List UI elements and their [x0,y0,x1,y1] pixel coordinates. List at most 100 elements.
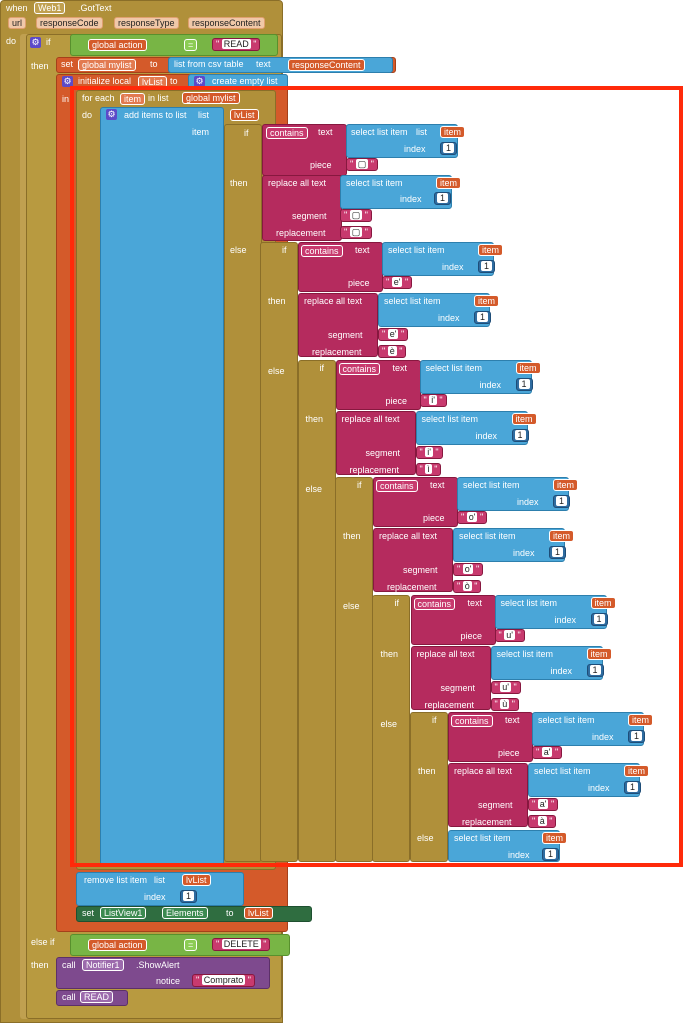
replacement-label: replacement [424,699,475,710]
select-list-item-block[interactable] [457,477,569,511]
index-label: index [513,548,535,558]
operator-dropdown[interactable]: = [184,939,198,951]
get-item[interactable]: item [586,647,612,660]
if-label: if [432,715,437,725]
get-item[interactable]: item [511,412,537,425]
then-label: then [31,960,49,970]
if-label: if [282,245,287,255]
select-list-item-block[interactable] [419,359,532,394]
param-responsetype[interactable]: responseType [114,17,179,29]
contains-dropdown[interactable]: contains [301,245,343,257]
replace-label: replace all text [379,531,438,541]
if-chain-2[interactable] [260,242,298,862]
contains-dropdown[interactable]: contains [376,480,418,492]
get-item[interactable]: item [553,479,579,491]
get-lvlist[interactable]: lvList [244,907,273,919]
select-list-item-block[interactable] [415,410,528,445]
else-label: else [268,366,285,376]
call-label: call [62,960,76,970]
replacement-string: " ù " [490,697,519,711]
get-item[interactable]: item [549,530,575,542]
index-number: 1 [440,142,458,155]
then-label: then [305,413,324,424]
param-responsecode[interactable]: responseCode [36,17,103,29]
get-item[interactable]: item [440,126,466,138]
add-items-block[interactable] [100,107,224,865]
component-dropdown[interactable]: Web1 [34,2,66,14]
read-procedure-dropdown[interactable]: READ [80,991,114,1003]
if-chain-5[interactable] [372,595,410,862]
then-label: then [31,61,49,71]
replace-all-block[interactable] [298,293,378,357]
var-item[interactable]: item [120,93,146,105]
replace-all-block[interactable] [410,645,491,710]
if-chain-3[interactable] [298,360,336,862]
notifier-dropdown[interactable]: Notifier1 [82,959,124,971]
if-chain-6[interactable] [410,712,448,862]
contains-dropdown[interactable]: contains [266,127,308,139]
select-list-item-block[interactable] [490,645,603,680]
piece-string: " e' " [382,276,413,289]
get-item[interactable]: item [590,596,616,609]
replace-all-block[interactable] [448,763,528,827]
get-item[interactable]: item [478,244,504,256]
select-list-item-block[interactable] [378,293,490,327]
get-item[interactable]: item [474,295,500,307]
piece-label: piece [310,160,332,170]
select-list-item-block[interactable] [532,712,644,746]
select-list-item-block[interactable] [382,242,494,276]
select-list-item-block[interactable] [494,594,607,629]
if-label: if [244,128,249,138]
get-global-action[interactable]: global action [88,939,147,951]
select-list-item-block[interactable] [453,528,565,562]
index-label: index [442,262,464,272]
operator-dropdown[interactable]: = [184,39,198,51]
remove-list-item-block[interactable] [76,872,244,906]
replace-all-block[interactable] [262,175,342,241]
when-label: when [6,3,28,13]
select-list-item-block[interactable] [340,175,452,209]
get-global-mylist[interactable]: global mylist [182,92,240,104]
param-responsecontent[interactable]: responseContent [188,17,265,29]
gear-icon[interactable]: ⚙ [62,76,73,87]
contains-dropdown[interactable]: contains [451,715,493,727]
contains-dropdown[interactable]: contains [338,362,381,375]
replace-all-block[interactable] [335,410,416,475]
if-chain-1[interactable] [224,124,262,862]
get-item[interactable]: item [436,177,462,189]
gear-icon[interactable]: ⚙ [194,76,205,87]
contains-dropdown[interactable]: contains [413,597,456,610]
text-label: text [392,362,408,373]
var-global-mylist[interactable]: global mylist [78,59,136,71]
get-item[interactable]: item [542,832,568,844]
else-label: else [343,601,360,611]
get-lvlist[interactable]: lvList [182,874,211,886]
csv-label: list from csv table [174,59,244,69]
gear-icon[interactable]: ⚙ [30,37,41,48]
select-list-item-block[interactable] [448,830,560,862]
get-item[interactable]: item [515,361,541,374]
text-label: text [318,127,333,137]
select-list-item-block[interactable] [346,124,458,158]
selection-highlight [70,86,683,867]
select-label: select list item [500,597,558,608]
replacement-string: " ò " [453,580,482,593]
index-label: index [404,144,426,154]
param-url[interactable]: url [8,17,27,29]
set-label: set [82,908,95,918]
get-responsecontent[interactable]: responseContent [288,59,365,71]
then-label: then [230,178,248,188]
index-number: 1 [624,781,642,794]
gear-icon[interactable]: ⚙ [106,109,117,120]
property-dropdown[interactable]: Elements [162,907,208,919]
get-lvlist[interactable]: lvList [230,109,259,121]
do-label: do [6,36,17,46]
if-chain-4[interactable] [335,477,373,862]
get-global-action[interactable]: global action [88,39,147,51]
replace-all-block[interactable] [373,528,453,592]
component-dropdown[interactable]: ListView1 [100,907,147,919]
get-item[interactable]: item [624,765,650,777]
select-list-item-block[interactable] [528,763,640,797]
get-item[interactable]: item [628,714,654,726]
call-label: call [62,992,76,1002]
